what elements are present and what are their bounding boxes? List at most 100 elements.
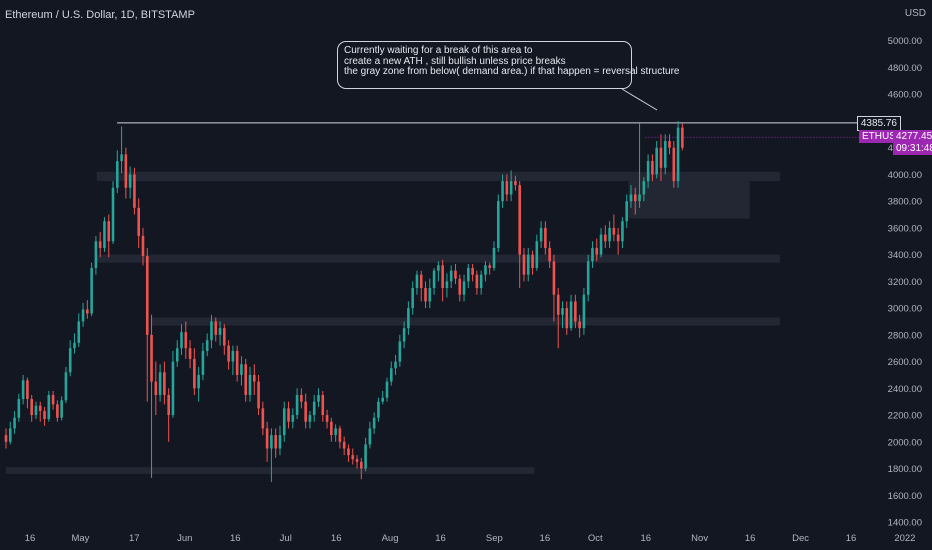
candle-body <box>184 332 188 349</box>
candle-body <box>531 254 534 268</box>
x-tick-label: Jul <box>280 533 292 544</box>
candle-body <box>330 421 333 436</box>
candle-body <box>154 381 158 395</box>
candle-body <box>668 141 671 148</box>
candle-body <box>116 161 119 188</box>
candle-body <box>278 435 282 449</box>
y-tick-label: 1600.00 <box>888 491 922 502</box>
candle-body <box>454 270 457 279</box>
x-tick-label: Nov <box>691 533 708 544</box>
candle-body <box>621 221 624 242</box>
candle-body <box>441 265 444 289</box>
candle-body <box>94 241 98 268</box>
y-tick-label: 2200.00 <box>888 411 922 422</box>
candle-body <box>257 381 260 409</box>
y-tick-label: 3000.00 <box>888 304 922 315</box>
candle-body <box>402 328 406 342</box>
candle-body <box>77 321 81 343</box>
candle-body <box>651 161 654 175</box>
candle-body <box>90 268 93 314</box>
candle-body <box>381 397 385 402</box>
candle-body <box>484 265 487 275</box>
x-tick-label: 16 <box>25 533 36 544</box>
candle-body <box>304 401 307 422</box>
candle-body <box>231 350 235 362</box>
candle-body <box>526 254 530 275</box>
x-tick-label: Aug <box>382 533 399 544</box>
candle-body <box>544 227 547 248</box>
candle-body <box>261 408 265 429</box>
ath-price-label: 4385.76 <box>856 115 901 131</box>
y-tick-label: 3600.00 <box>888 223 922 234</box>
x-tick-label: Dec <box>792 533 809 544</box>
candle-body <box>56 404 59 418</box>
candle-body <box>150 334 153 382</box>
x-tick-label: 2022 <box>894 533 915 544</box>
candle-body <box>47 395 51 420</box>
candle-body <box>385 381 389 398</box>
candle-body <box>616 234 620 242</box>
y-tick-label: 4000.00 <box>888 170 922 181</box>
x-tick-label: 16 <box>641 533 652 544</box>
annotation-callout[interactable]: Currently waiting for a break of this ar… <box>337 41 679 89</box>
demand-zone <box>96 171 780 182</box>
candle-body <box>4 435 8 442</box>
candle-body <box>561 308 564 315</box>
candle-body <box>509 181 513 195</box>
x-tick-label: 16 <box>745 533 756 544</box>
candle-body <box>449 270 453 282</box>
x-tick-label: 16 <box>846 533 857 544</box>
candle-body <box>325 415 329 422</box>
demand-zone <box>628 181 750 219</box>
candle-body <box>535 241 539 268</box>
candle-body <box>158 372 162 395</box>
candle-body <box>244 364 248 395</box>
candle-body <box>642 181 646 195</box>
candle-body <box>197 374 200 389</box>
callout-pointer <box>621 88 658 111</box>
currency-label[interactable]: USD <box>904 8 926 19</box>
candles <box>4 120 684 482</box>
candle-body <box>171 361 175 416</box>
candle-body <box>270 435 273 449</box>
candle-body <box>240 364 243 375</box>
candle-body <box>347 448 350 456</box>
y-tick-label: 5000.00 <box>888 36 922 47</box>
x-tick-label: Oct <box>588 533 603 544</box>
candle-body <box>17 399 21 418</box>
chart-title: Ethereum / U.S. Dollar, 1D, BITSTAMP <box>5 9 195 21</box>
y-tick-label: 3200.00 <box>888 277 922 288</box>
candle-body <box>608 227 611 242</box>
candle-body <box>133 174 136 208</box>
candle-body <box>120 154 123 162</box>
candle-body <box>205 340 209 351</box>
candle-body <box>282 408 286 436</box>
candle-body <box>38 405 42 412</box>
candle-body <box>210 321 213 341</box>
candle-body <box>411 288 414 309</box>
candle-body <box>287 408 290 422</box>
candle-body <box>548 247 551 262</box>
candle-body <box>137 207 141 236</box>
candle-body <box>235 350 239 375</box>
candle-body <box>368 428 372 445</box>
candle-body <box>574 301 577 322</box>
candle-body <box>308 415 312 422</box>
candle-body <box>655 147 658 175</box>
y-tick-label: 3800.00 <box>888 197 922 208</box>
y-tick-label: 2800.00 <box>888 330 922 341</box>
candle-body <box>43 411 46 420</box>
candle-body <box>312 401 316 416</box>
candle-body <box>26 380 29 400</box>
candle-body <box>175 348 179 362</box>
candle-body <box>659 147 663 168</box>
candle-body <box>201 350 205 375</box>
annotation-line: create a new ATH , still bullish unless … <box>344 55 566 67</box>
reference-lines <box>117 88 886 138</box>
candle-body <box>424 288 427 302</box>
candle-body <box>64 372 68 401</box>
candle-body <box>223 328 226 346</box>
zones <box>6 171 780 474</box>
candle-body <box>672 147 676 182</box>
